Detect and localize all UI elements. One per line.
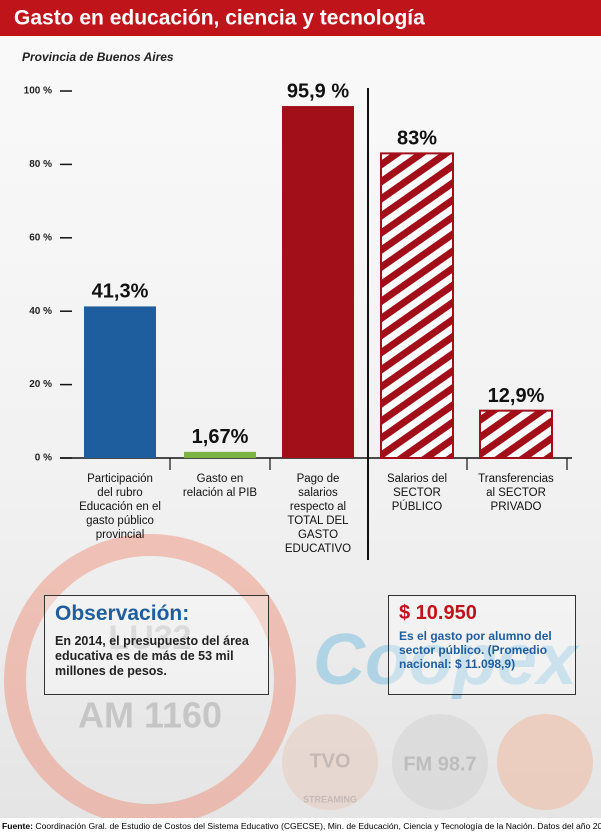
x-tick-label: Salarios del SECTOR PÚBLICO	[386, 473, 448, 513]
value-label: 95,9 %	[287, 80, 349, 102]
note-box: $ 10.950 Es el gasto por alumno del sect…	[388, 595, 576, 695]
value-label: 41,3%	[92, 281, 149, 303]
watermark-ring	[282, 714, 378, 810]
x-tick-label: Transferencias al SECTOR PRIVADO	[478, 473, 554, 513]
bar	[282, 106, 354, 458]
note-title: $ 10.950	[399, 602, 477, 624]
bar	[380, 152, 454, 459]
y-tick-label: 60 %	[29, 232, 52, 243]
bar	[479, 409, 553, 460]
watermark: FM 98.7	[403, 753, 476, 775]
footer: Fuente: Coordinación Gral. de Estudio de…	[0, 818, 601, 834]
title: Gasto en educación, ciencia y tecnología	[14, 7, 425, 30]
bar	[184, 451, 256, 458]
y-tick-label: 20 %	[29, 379, 52, 390]
y-tick-label: 40 %	[29, 306, 52, 317]
watermark: STREAMING	[303, 794, 357, 804]
y-tick-label: 0 %	[35, 453, 52, 464]
watermark: Coopex	[313, 620, 580, 700]
watermark-ring	[4, 534, 296, 826]
source: Coordinación Gral. de Estudio de Costos …	[35, 821, 601, 831]
note-title: Observación:	[55, 602, 190, 625]
x-tick-label: Gasto en relación al PIB	[182, 473, 258, 499]
value-label: 83%	[397, 128, 437, 150]
subtitle: Provincia de Buenos Aires	[22, 50, 174, 64]
y-tick-label: 80 %	[29, 159, 52, 170]
note-text: En 2014, el presupuesto del área educati…	[55, 634, 249, 678]
value-label: 1,67%	[192, 426, 249, 448]
watermark-ring	[497, 714, 593, 810]
watermark-ring	[392, 714, 488, 810]
value-label: 12,9%	[488, 385, 545, 407]
watermark: AM 1160	[78, 695, 222, 736]
x-tick-label: Pago de salarios respecto al TOTAL DEL G…	[284, 473, 352, 555]
y-tick-label: 100 %	[24, 86, 52, 97]
x-tick-label: Participación del rubro Educación en el …	[79, 473, 161, 541]
watermark: TVO	[309, 750, 350, 772]
title-bar	[0, 0, 601, 36]
note-box: Observación: En 2014, el presupuesto del…	[44, 595, 269, 695]
source-label: Fuente:	[2, 821, 34, 831]
bar	[84, 306, 156, 458]
note-text: Es el gasto por alumno del sector públic…	[399, 629, 552, 671]
watermark: LU32	[108, 619, 191, 657]
